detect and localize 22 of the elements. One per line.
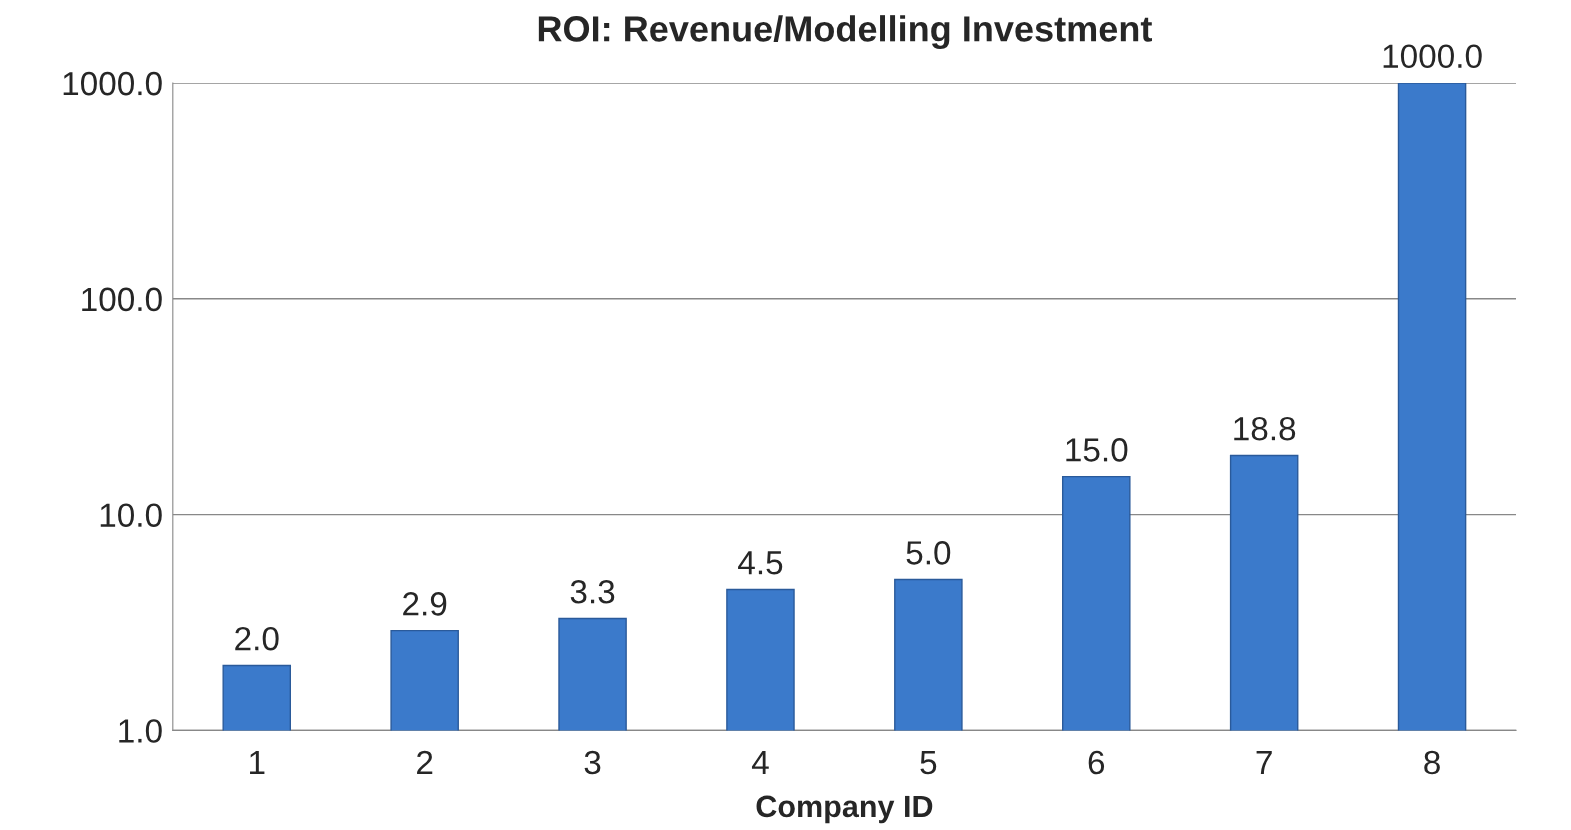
x-axis-title: Company ID bbox=[756, 795, 933, 824]
data-label: 4.5 bbox=[738, 551, 783, 575]
data-label: 15.0 bbox=[1066, 438, 1128, 462]
x-tick-label: 6 bbox=[1088, 750, 1105, 775]
y-tick-label: 1.0 bbox=[119, 719, 162, 743]
data-label: 2.9 bbox=[403, 592, 447, 616]
x-tick-label: 4 bbox=[751, 751, 769, 774]
y-tick-label: 10.0 bbox=[100, 503, 162, 528]
data-label: 18.8 bbox=[1234, 416, 1296, 441]
data-label: 3.3 bbox=[570, 579, 615, 604]
y-tick-label: 100.0 bbox=[82, 287, 162, 312]
x-tick-label: 8 bbox=[1424, 750, 1440, 775]
x-tick-label: 1 bbox=[250, 751, 265, 774]
data-label: 1000.0 bbox=[1383, 44, 1482, 69]
y-tick-label: 1000.0 bbox=[63, 71, 162, 96]
x-tick-label: 7 bbox=[1256, 751, 1272, 774]
x-tick-label: 2 bbox=[417, 750, 433, 774]
data-label: 5.0 bbox=[906, 541, 951, 565]
x-tick-label: 5 bbox=[920, 751, 937, 775]
x-tick-label: 3 bbox=[584, 750, 601, 775]
data-label: 2.0 bbox=[235, 626, 279, 651]
chart-title: ROI: Revenue/Modelling Investment bbox=[538, 15, 1152, 49]
